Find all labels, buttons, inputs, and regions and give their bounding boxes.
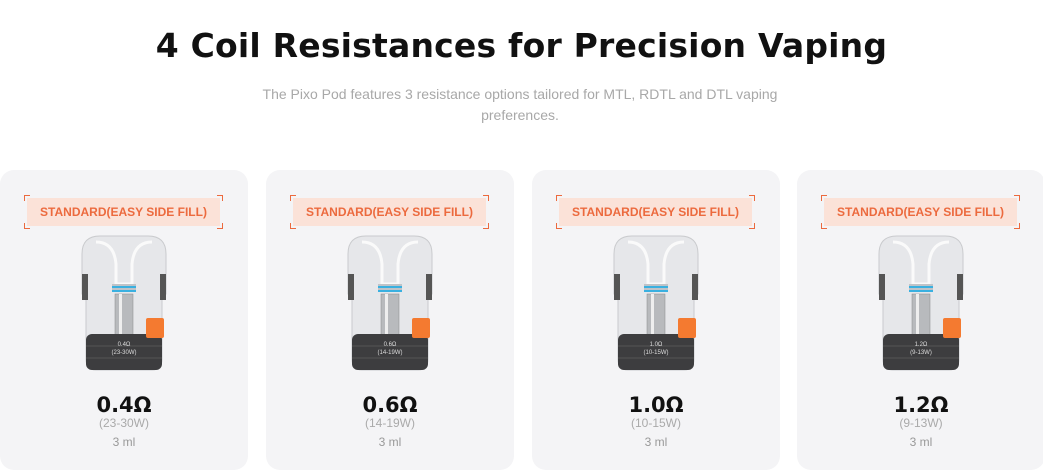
badge-label: STANDARD(EASY SIDE FILL) bbox=[837, 205, 1004, 219]
capacity: 3 ml bbox=[378, 435, 402, 449]
pod-image: 0.4Ω (23-30W) bbox=[81, 235, 167, 371]
badge: STANDARD(EASY SIDE FILL) bbox=[556, 195, 755, 229]
badge-label: STANDARD(EASY SIDE FILL) bbox=[306, 205, 473, 219]
bracket-corner bbox=[821, 223, 827, 229]
bracket-corner bbox=[217, 223, 223, 229]
wattage-range: (14-19W) bbox=[364, 416, 415, 430]
bracket-corner bbox=[217, 195, 223, 201]
wattage-range: (10-15W) bbox=[630, 416, 681, 430]
bracket-corner bbox=[749, 223, 755, 229]
bracket-corner bbox=[290, 223, 296, 229]
coil-card: STANDARD(EASY SIDE FILL) 0.6Ω (14-19W) 0… bbox=[266, 170, 514, 470]
pod-label-resistance: 1.0Ω bbox=[650, 342, 663, 348]
resistance-value: 0.6Ω bbox=[362, 393, 418, 417]
bracket-corner bbox=[1014, 223, 1020, 229]
bracket-corner bbox=[483, 223, 489, 229]
pod-image: 1.0Ω (10-15W) bbox=[613, 235, 699, 371]
pod-label-resistance: 0.4Ω bbox=[118, 342, 131, 348]
wattage-range: (9-13W) bbox=[899, 416, 943, 430]
coil-card: STANDARD(EASY SIDE FILL) 1.0Ω (10-15W) 1… bbox=[532, 170, 780, 470]
pod-label-wattage: (10-15W) bbox=[643, 350, 668, 356]
pod-label-wattage: (23-30W) bbox=[111, 350, 136, 356]
pod-label-resistance: 0.6Ω bbox=[384, 342, 397, 348]
bracket-corner bbox=[556, 195, 562, 201]
resistance-value: 1.2Ω bbox=[893, 393, 949, 417]
bracket-corner bbox=[1014, 195, 1020, 201]
badge: STANDARD(EASY SIDE FILL) bbox=[290, 195, 489, 229]
page-subtitle: The Pixo Pod features 3 resistance optio… bbox=[262, 86, 778, 123]
pod-image: 1.2Ω (9-13W) bbox=[878, 235, 964, 371]
wattage-range: (23-30W) bbox=[98, 416, 149, 430]
bracket-corner bbox=[749, 195, 755, 201]
bracket-corner bbox=[24, 195, 30, 201]
bracket-corner bbox=[483, 195, 489, 201]
pod-label-wattage: (9-13W) bbox=[910, 350, 932, 356]
badge-label: STANDARD(EASY SIDE FILL) bbox=[40, 205, 207, 219]
bracket-corner bbox=[556, 223, 562, 229]
bracket-corner bbox=[290, 195, 296, 201]
page-title: 4 Coil Resistances for Precision Vaping bbox=[155, 26, 888, 65]
resistance-value: 1.0Ω bbox=[628, 393, 684, 417]
badge: STANDARD(EASY SIDE FILL) bbox=[821, 195, 1020, 229]
resistance-value: 0.4Ω bbox=[96, 393, 152, 417]
bracket-corner bbox=[24, 223, 30, 229]
capacity: 3 ml bbox=[909, 435, 933, 449]
capacity: 3 ml bbox=[644, 435, 668, 449]
pod-label-resistance: 1.2Ω bbox=[915, 342, 928, 348]
coil-card: STANDARD(EASY SIDE FILL) 0.4Ω (23-30W) 0… bbox=[0, 170, 248, 470]
bracket-corner bbox=[821, 195, 827, 201]
badge-label: STANDARD(EASY SIDE FILL) bbox=[572, 205, 739, 219]
pod-label-wattage: (14-19W) bbox=[377, 350, 402, 356]
coil-card: STANDARD(EASY SIDE FILL) 1.2Ω (9-13W) 1.… bbox=[797, 170, 1043, 470]
badge: STANDARD(EASY SIDE FILL) bbox=[24, 195, 223, 229]
capacity: 3 ml bbox=[112, 435, 136, 449]
pod-image: 0.6Ω (14-19W) bbox=[347, 235, 433, 371]
